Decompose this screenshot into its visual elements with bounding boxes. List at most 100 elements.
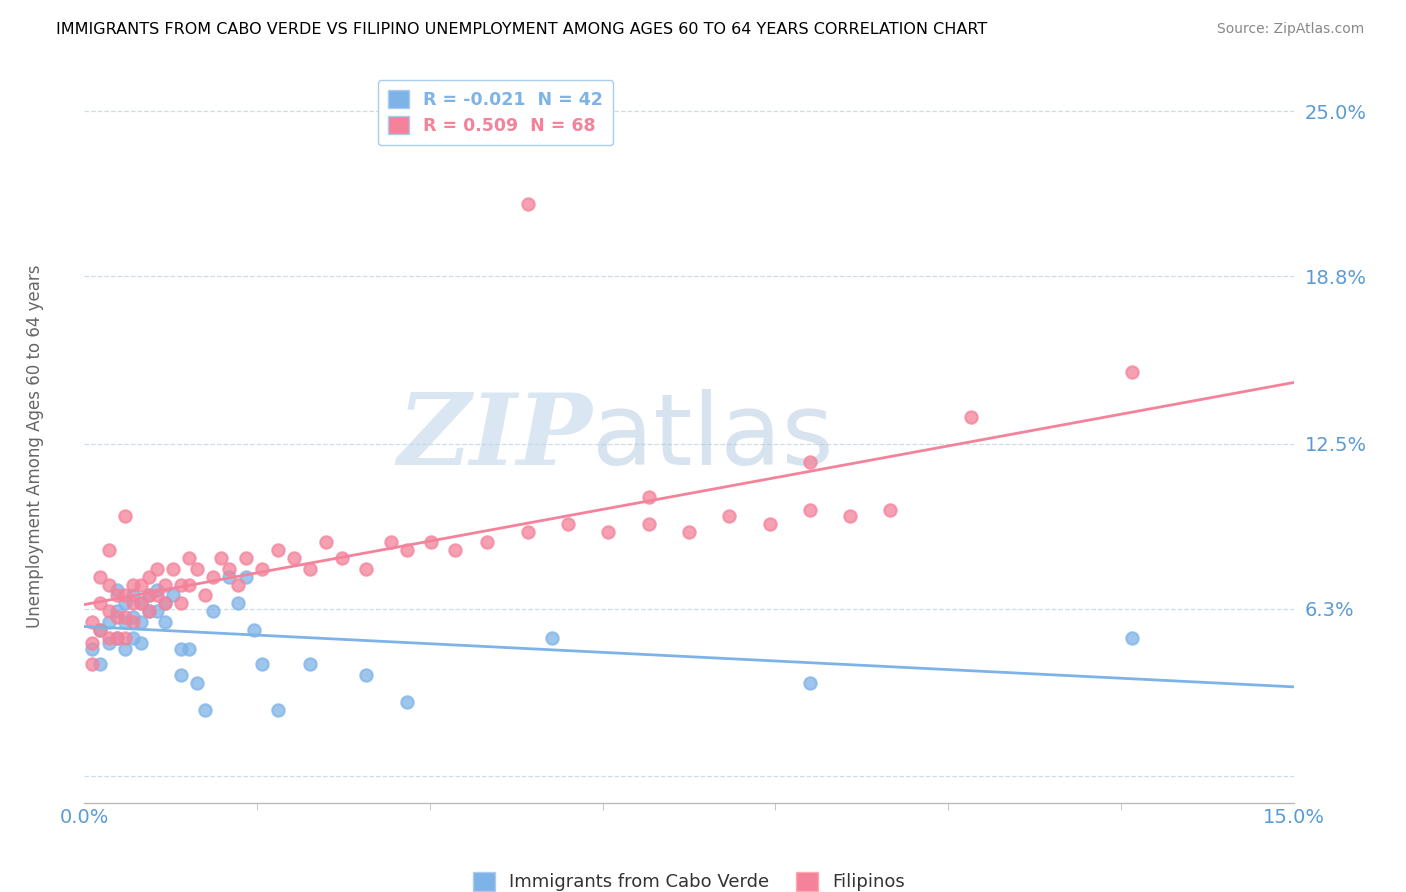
Point bbox=[138, 604, 160, 618]
Point bbox=[89, 596, 111, 610]
Point bbox=[380, 535, 402, 549]
Point bbox=[114, 508, 136, 523]
Point bbox=[516, 524, 538, 539]
Point bbox=[153, 596, 176, 610]
Point bbox=[138, 604, 160, 618]
Point bbox=[146, 562, 169, 576]
Point bbox=[129, 636, 152, 650]
Point bbox=[129, 577, 152, 591]
Point bbox=[267, 703, 290, 717]
Point bbox=[179, 641, 201, 656]
Point bbox=[283, 551, 305, 566]
Point bbox=[1121, 631, 1143, 645]
Point bbox=[839, 508, 862, 523]
Text: atlas: atlas bbox=[592, 389, 834, 485]
Point bbox=[89, 623, 111, 637]
Point bbox=[235, 551, 257, 566]
Point bbox=[138, 588, 160, 602]
Point bbox=[170, 577, 193, 591]
Point bbox=[557, 516, 579, 531]
Point bbox=[299, 657, 322, 672]
Point bbox=[114, 609, 136, 624]
Point bbox=[330, 551, 353, 566]
Point bbox=[89, 623, 111, 637]
Point bbox=[121, 609, 143, 624]
Point bbox=[97, 604, 120, 618]
Point bbox=[114, 588, 136, 602]
Point bbox=[89, 657, 111, 672]
Point bbox=[315, 535, 337, 549]
Point bbox=[121, 615, 143, 629]
Point bbox=[799, 503, 821, 517]
Point bbox=[105, 582, 128, 597]
Point bbox=[516, 197, 538, 211]
Point bbox=[146, 588, 169, 602]
Point bbox=[395, 695, 418, 709]
Point bbox=[121, 631, 143, 645]
Text: Unemployment Among Ages 60 to 64 years: Unemployment Among Ages 60 to 64 years bbox=[27, 264, 44, 628]
Text: ZIP: ZIP bbox=[398, 389, 592, 485]
Point bbox=[121, 596, 143, 610]
Point bbox=[153, 596, 176, 610]
Point bbox=[138, 570, 160, 584]
Point bbox=[89, 570, 111, 584]
Point bbox=[105, 609, 128, 624]
Point bbox=[129, 596, 152, 610]
Point bbox=[82, 657, 104, 672]
Point bbox=[194, 703, 217, 717]
Point bbox=[186, 676, 208, 690]
Point bbox=[82, 615, 104, 629]
Point bbox=[218, 570, 240, 584]
Point bbox=[186, 562, 208, 576]
Point bbox=[202, 570, 225, 584]
Point bbox=[226, 596, 249, 610]
Point bbox=[114, 596, 136, 610]
Point bbox=[299, 562, 322, 576]
Point bbox=[105, 631, 128, 645]
Point bbox=[218, 562, 240, 576]
Point bbox=[799, 676, 821, 690]
Point bbox=[242, 623, 264, 637]
Point bbox=[170, 596, 193, 610]
Point bbox=[960, 410, 983, 425]
Point bbox=[356, 668, 378, 682]
Point bbox=[97, 636, 120, 650]
Point bbox=[179, 551, 201, 566]
Point bbox=[395, 543, 418, 558]
Point bbox=[97, 577, 120, 591]
Point bbox=[477, 535, 499, 549]
Point bbox=[129, 596, 152, 610]
Text: Source: ZipAtlas.com: Source: ZipAtlas.com bbox=[1216, 22, 1364, 37]
Point bbox=[879, 503, 901, 517]
Point bbox=[226, 577, 249, 591]
Point bbox=[82, 641, 104, 656]
Point bbox=[598, 524, 620, 539]
Point bbox=[250, 562, 273, 576]
Point bbox=[82, 636, 104, 650]
Point bbox=[138, 588, 160, 602]
Point bbox=[202, 604, 225, 618]
Point bbox=[637, 490, 659, 504]
Point bbox=[194, 588, 217, 602]
Legend: Immigrants from Cabo Verde, Filipinos: Immigrants from Cabo Verde, Filipinos bbox=[464, 863, 914, 892]
Point bbox=[678, 524, 700, 539]
Point bbox=[162, 588, 184, 602]
Point bbox=[97, 543, 120, 558]
Point bbox=[121, 577, 143, 591]
Point bbox=[170, 668, 193, 682]
Point bbox=[637, 516, 659, 531]
Point bbox=[209, 551, 232, 566]
Point bbox=[114, 615, 136, 629]
Point bbox=[121, 588, 143, 602]
Text: IMMIGRANTS FROM CABO VERDE VS FILIPINO UNEMPLOYMENT AMONG AGES 60 TO 64 YEARS CO: IMMIGRANTS FROM CABO VERDE VS FILIPINO U… bbox=[56, 22, 987, 37]
Point bbox=[170, 641, 193, 656]
Point bbox=[146, 582, 169, 597]
Point bbox=[758, 516, 780, 531]
Point bbox=[105, 604, 128, 618]
Point bbox=[97, 631, 120, 645]
Point bbox=[267, 543, 290, 558]
Point bbox=[105, 631, 128, 645]
Point bbox=[114, 631, 136, 645]
Point bbox=[799, 455, 821, 469]
Point bbox=[250, 657, 273, 672]
